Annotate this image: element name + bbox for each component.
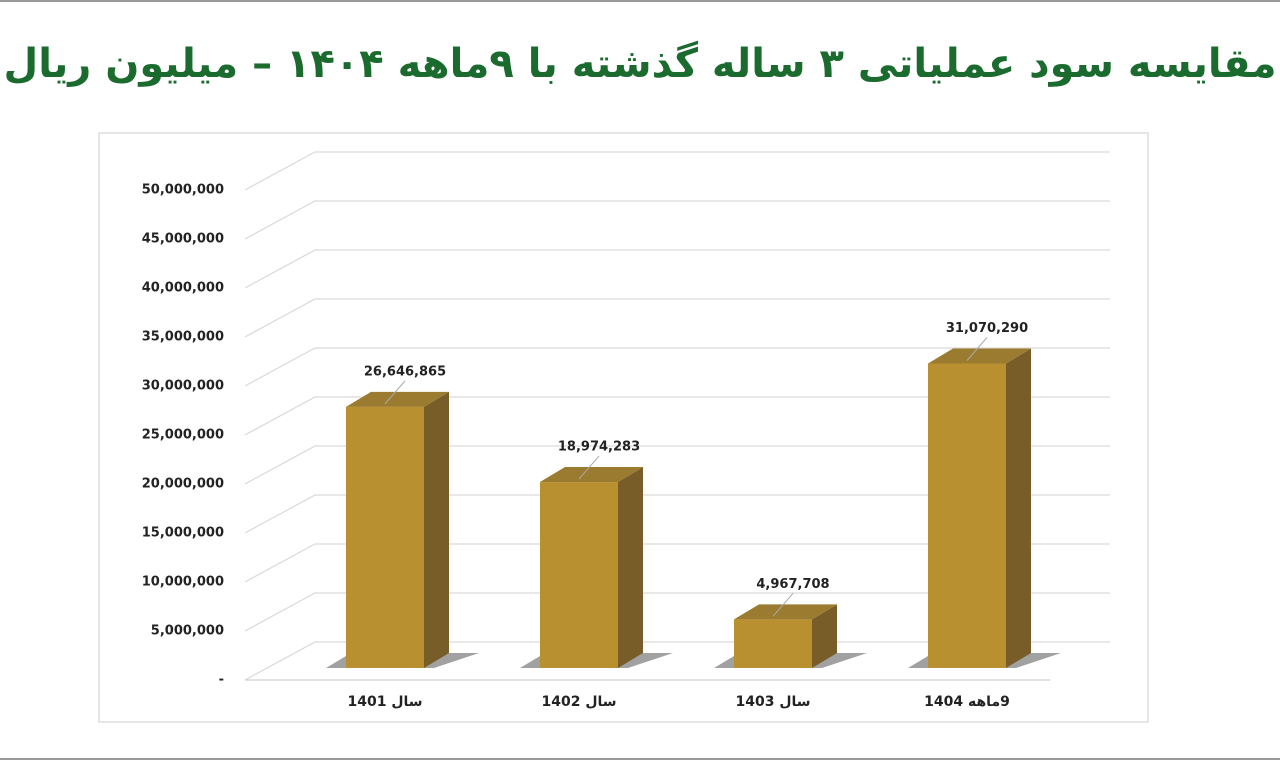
grid-line: [244, 592, 1110, 632]
bar-side: [1006, 348, 1031, 668]
grid-line: [244, 445, 1110, 485]
x-tick-label: 9ماهه 1404: [924, 694, 1010, 710]
grid-line: [244, 200, 1110, 240]
value-label: 26,646,865: [364, 364, 446, 379]
bar-side: [812, 604, 837, 668]
grid-line: [244, 494, 1110, 534]
chart-title: مقایسه سود عملیاتی ۳ ساله گذشته با ۹ماهه…: [4, 40, 1277, 87]
y-tick-label: 50,000,000: [142, 183, 224, 198]
x-tick-label: سال 1403: [735, 694, 810, 710]
bar-top: [540, 467, 643, 483]
y-tick-label: 25,000,000: [142, 428, 224, 443]
x-tick-label: سال 1401: [347, 694, 422, 710]
grid-line: [244, 298, 1110, 338]
leader-line: [578, 455, 600, 480]
leader-line: [966, 337, 988, 361]
bar: [734, 619, 812, 668]
y-tick-label: 45,000,000: [142, 232, 224, 247]
leader-line: [772, 592, 794, 617]
y-tick-label: 35,000,000: [142, 330, 224, 345]
bar: [928, 363, 1006, 668]
bar-top: [734, 604, 837, 620]
bar-top: [928, 348, 1031, 364]
bar: [540, 482, 618, 668]
value-label: 4,967,708: [756, 577, 829, 592]
y-tick-label: 15,000,000: [142, 526, 224, 541]
bar-side: [618, 467, 643, 668]
grid-line: [244, 347, 1110, 387]
bar-side: [424, 391, 449, 668]
y-tick-label: 40,000,000: [142, 281, 224, 296]
y-tick-label: 30,000,000: [142, 379, 224, 394]
bar-top: [346, 391, 449, 407]
bar: [346, 406, 424, 668]
value-label: 31,070,290: [946, 321, 1028, 336]
grid-line: [244, 151, 1110, 191]
grid-line: [244, 396, 1110, 436]
y-tick-label: 10,000,000: [142, 575, 224, 590]
x-tick-label: سال 1402: [541, 694, 616, 710]
grid-line: [244, 249, 1110, 289]
leader-line: [384, 380, 406, 405]
value-label: 18,974,283: [558, 440, 640, 455]
grid-line: [244, 641, 1110, 681]
y-tick-label: 5,000,000: [151, 624, 224, 639]
y-tick-label: 20,000,000: [142, 477, 224, 492]
y-tick-label: -: [219, 673, 224, 688]
grid-line: [244, 543, 1110, 583]
